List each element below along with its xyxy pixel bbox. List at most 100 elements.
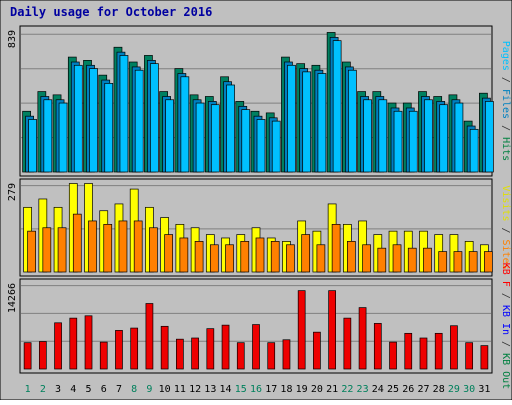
bar-kb-f-day-12: [191, 337, 199, 370]
bar-sites-day-26: [407, 247, 417, 273]
bar-sites-day-30: [468, 251, 478, 273]
bar-sites-day-20: [316, 244, 326, 273]
x-tick-label: 10: [159, 384, 171, 395]
bar-kb-f-day-24: [373, 323, 382, 370]
panel-requests: 839 Pages / Files / Hits: [7, 25, 511, 177]
bar-kb-f-day-18: [282, 339, 291, 370]
bar-kb-f-day-31: [480, 345, 489, 370]
bar-kb-f-day-2: [38, 341, 47, 370]
x-tick-label: 6: [101, 384, 107, 395]
x-tick-label: 30: [463, 384, 475, 395]
bar-pages-day-28: [439, 104, 449, 173]
series-pages: [28, 40, 494, 173]
x-tick-label: 12: [189, 384, 201, 395]
bar-pages-day-7: [119, 55, 129, 173]
bar-kb-f-day-3: [54, 322, 62, 370]
bar-sites-day-6: [103, 223, 113, 273]
bar-kb-f-day-4: [69, 317, 78, 370]
bar-sites-day-24: [377, 247, 387, 273]
legend-entry: KB F: [500, 263, 511, 287]
bar-pages-day-2: [43, 99, 53, 173]
bar-kb-f-day-14: [221, 324, 230, 370]
x-tick-label: 18: [280, 384, 292, 395]
legend-entry: Visits: [500, 185, 511, 221]
legend-entry: /: [500, 335, 511, 353]
bar-sites-day-1: [27, 230, 36, 273]
bar-sites-day-2: [42, 227, 52, 273]
bar-sites-day-23: [362, 244, 371, 273]
bar-kb-f-day-27: [419, 337, 428, 370]
bar-kb-f-day-21: [328, 290, 336, 370]
bar-kb-f-day-8: [130, 327, 139, 370]
x-tick-label: 31: [478, 384, 490, 395]
bar-sites-day-14: [225, 244, 234, 273]
bar-kb-f-day-10: [160, 325, 169, 370]
legend-entry: Files: [500, 89, 511, 119]
bar-kb-f-day-29: [450, 325, 458, 370]
bar-sites-day-11: [179, 237, 189, 273]
bar-kb-f-day-11: [176, 338, 184, 370]
bar-pages-day-5: [89, 68, 98, 173]
bar-pages-day-3: [58, 102, 68, 173]
bar-kb-f-day-7: [115, 330, 123, 370]
x-tick-label: 15: [235, 384, 247, 395]
bar-sites-day-25: [392, 244, 402, 273]
legend-entry: KB Out: [500, 353, 511, 389]
bar-kb-f-day-25: [389, 341, 397, 370]
bar-pages-day-6: [104, 82, 114, 173]
bar-sites-day-9: [149, 227, 158, 273]
bar-kb-f-day-20: [313, 331, 321, 370]
x-tick-label: 9: [146, 384, 152, 395]
x-tick-label: 28: [433, 384, 445, 395]
bar-pages-day-22: [348, 69, 357, 173]
legend-kbytes: KB F / KB In / KB Out: [500, 263, 511, 389]
max-label-kbytes: 14266: [7, 283, 18, 313]
x-tick-label: 2: [40, 384, 46, 395]
bar-kb-f-day-13: [206, 328, 215, 370]
x-tick-label: 4: [70, 384, 76, 395]
bar-kb-f-day-5: [84, 315, 93, 370]
x-tick-label: 23: [357, 384, 369, 395]
bar-sites-day-13: [209, 244, 219, 273]
x-tick-label: 14: [220, 384, 232, 395]
x-tick-label: 20: [311, 384, 323, 395]
x-tick-label: 5: [86, 384, 92, 395]
x-tick-label: 21: [326, 384, 338, 395]
x-tick-label: 13: [204, 384, 216, 395]
legend-entry: /: [500, 119, 511, 137]
bar-pages-day-29: [454, 102, 464, 173]
bar-pages-day-15: [241, 109, 251, 173]
bar-pages-day-10: [165, 99, 174, 173]
legend-requests: Pages / Files / Hits: [500, 41, 511, 161]
x-tick-label: 26: [402, 384, 414, 395]
bar-sites-day-19: [301, 234, 311, 273]
bar-sites-day-12: [194, 241, 204, 273]
bar-sites-day-29: [453, 251, 463, 273]
legend-entry: /: [500, 71, 511, 89]
bar-pages-day-24: [378, 99, 388, 173]
bar-sites-day-16: [255, 237, 265, 273]
bar-sites-day-3: [57, 227, 67, 273]
legend-entry: KB In: [500, 305, 511, 335]
legend-visits: Visits / Sites: [500, 185, 511, 269]
series-kb-f: [23, 290, 489, 370]
bar-sites-day-4: [72, 213, 82, 273]
bar-kb-f-day-26: [404, 332, 413, 370]
x-tick-label: 7: [116, 384, 122, 395]
bar-kb-f-day-9: [145, 303, 154, 370]
bar-pages-day-4: [73, 64, 83, 173]
bar-pages-day-23: [363, 99, 372, 173]
panel-kbytes: 14266 KB F / KB In / KB Out: [7, 263, 511, 389]
x-tick-label: 25: [387, 384, 399, 395]
bar-kb-f-day-15: [236, 342, 245, 370]
bar-sites-day-27: [423, 247, 432, 273]
bar-pages-day-31: [485, 101, 494, 173]
x-tick-label: 22: [341, 384, 353, 395]
bar-pages-day-9: [150, 63, 159, 173]
x-tick-label: 1: [25, 384, 31, 395]
bar-pages-day-27: [424, 99, 433, 173]
legend-entry: /: [500, 287, 511, 305]
bar-pages-day-12: [195, 102, 205, 173]
